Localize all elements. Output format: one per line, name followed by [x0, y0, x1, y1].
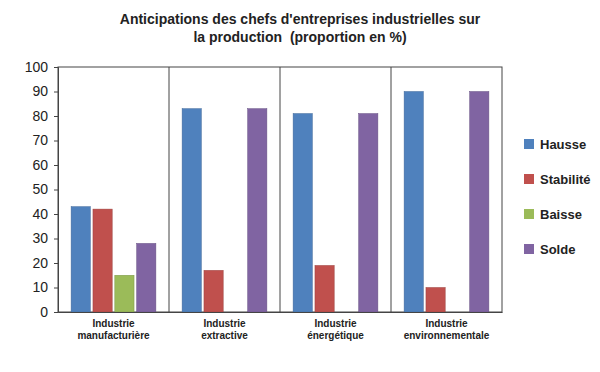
x-tick: Industrieénergétique — [307, 312, 364, 341]
y-tick-label: 60 — [32, 157, 48, 173]
legend-swatch — [524, 244, 534, 254]
y-tick: 50 — [32, 181, 58, 197]
plot: 0 10 20 30 40 50 60 70 80 90 100 Industriemanufactu… — [25, 59, 503, 341]
y-axis: 0 10 20 30 40 50 60 70 80 90 100 — [25, 59, 59, 320]
bar — [426, 288, 445, 313]
plot-frame — [58, 67, 502, 312]
y-tick-label: 10 — [32, 279, 48, 295]
bar — [115, 275, 134, 312]
bar — [337, 312, 356, 313]
y-tick: 10 — [32, 279, 58, 295]
y-tick-mark — [54, 190, 58, 191]
y-tick: 0 — [40, 304, 58, 320]
y-tick-label: 40 — [32, 206, 48, 222]
y-tick-mark — [54, 165, 58, 166]
bar — [404, 92, 423, 313]
legend-item: Stabilité — [524, 172, 591, 187]
bar — [226, 312, 245, 313]
category-separator — [169, 67, 170, 312]
legend-item: Hausse — [524, 137, 586, 152]
x-tick-label: Industrieenvironnementale — [404, 318, 490, 341]
y-tick-label: 80 — [32, 108, 48, 124]
legend: Hausse Stabilité Baisse Solde — [524, 137, 591, 257]
y-tick-label: 70 — [32, 132, 48, 148]
legend-label: Baisse — [540, 207, 582, 222]
y-tick-mark — [54, 116, 58, 117]
legend-item: Solde — [524, 242, 575, 257]
bar — [293, 114, 312, 312]
y-tick: 80 — [32, 108, 58, 124]
x-tick-label: Industrieextractive — [201, 318, 248, 341]
x-tick-label: Industriemanufacturière — [77, 318, 150, 341]
bar — [448, 312, 467, 313]
y-tick-label: 100 — [25, 59, 49, 75]
legend-item: Baisse — [524, 207, 582, 222]
bar — [182, 109, 201, 312]
legend-swatch — [524, 174, 534, 184]
y-tick-mark — [54, 67, 58, 68]
y-tick-mark — [54, 141, 58, 142]
y-tick-label: 30 — [32, 230, 48, 246]
y-tick-mark — [54, 239, 58, 240]
y-tick: 90 — [32, 83, 58, 99]
y-tick: 30 — [32, 230, 58, 246]
x-tick: Industriemanufacturière — [77, 312, 150, 341]
legend-label: Stabilité — [540, 172, 591, 187]
legend-label: Solde — [540, 242, 575, 257]
x-axis: Industriemanufacturière Industrieextracti… — [59, 312, 503, 341]
legend-swatch — [524, 209, 534, 219]
y-tick: 40 — [32, 206, 58, 222]
y-tick-mark — [54, 288, 58, 289]
bars — [71, 92, 489, 313]
legend-label: Hausse — [540, 137, 586, 152]
bar — [470, 92, 489, 313]
y-axis-line — [54, 68, 59, 313]
bar — [315, 265, 334, 312]
category-separator — [280, 67, 281, 312]
y-tick: 20 — [32, 255, 58, 271]
category-separator — [391, 67, 392, 312]
x-axis-line — [59, 312, 503, 313]
y-tick-mark — [54, 214, 58, 215]
bar — [93, 209, 112, 312]
bar — [137, 243, 156, 312]
y-tick-label: 0 — [40, 304, 48, 320]
y-tick-mark — [54, 312, 58, 313]
y-tick: 100 — [25, 59, 58, 75]
x-tick: Industrieextractive — [201, 312, 248, 341]
bar — [204, 270, 223, 312]
y-tick: 60 — [32, 157, 58, 173]
bar — [71, 207, 90, 312]
bar — [359, 114, 378, 312]
y-tick: 70 — [32, 132, 58, 148]
y-tick-label: 20 — [32, 255, 48, 271]
y-tick-mark — [54, 263, 58, 264]
y-tick-label: 50 — [32, 181, 48, 197]
chart: Anticipations des chefs d'entreprises in… — [0, 0, 600, 372]
x-tick: Industrieenvironnementale — [404, 312, 490, 341]
bar — [248, 109, 267, 312]
y-tick-label: 90 — [32, 83, 48, 99]
x-tick-label: Industrieénergétique — [307, 318, 364, 341]
legend-swatch — [524, 139, 534, 149]
title: Anticipations des chefs d'entreprises in… — [120, 11, 481, 45]
y-tick-mark — [54, 92, 58, 93]
